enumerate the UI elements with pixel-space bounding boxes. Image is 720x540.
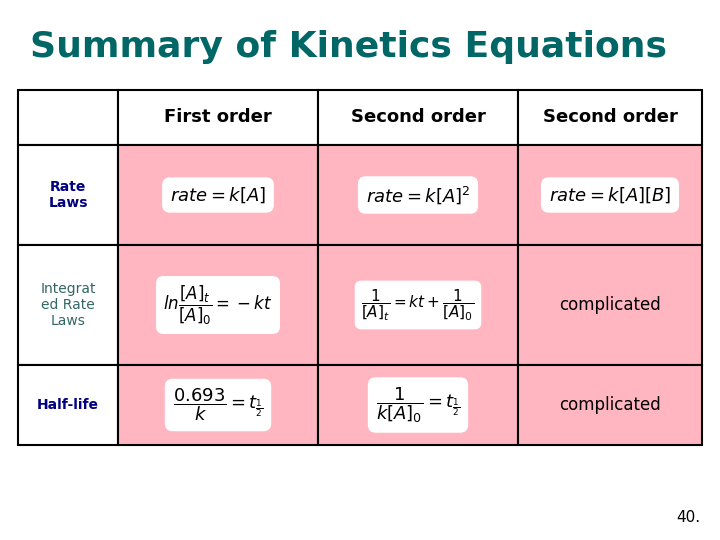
Bar (18, 145, 118, 245)
Bar (518, 245, 702, 365)
Bar (18, 90, 118, 145)
Text: Summary of Kinetics Equations: Summary of Kinetics Equations (30, 30, 667, 64)
Text: $ln\dfrac{[A]_t}{[A]_0} = -kt$: $ln\dfrac{[A]_t}{[A]_0} = -kt$ (163, 284, 273, 327)
Text: 40.: 40. (676, 510, 700, 525)
Bar (18, 245, 118, 365)
Text: Second order: Second order (543, 109, 678, 126)
Text: complicated: complicated (559, 396, 661, 414)
Bar (518, 365, 702, 445)
Text: $\dfrac{0.693}{k} = t_{\frac{1}{2}}$: $\dfrac{0.693}{k} = t_{\frac{1}{2}}$ (173, 387, 264, 423)
Bar (18, 365, 118, 445)
Text: $\dfrac{1}{k[A]_0} = t_{\frac{1}{2}}$: $\dfrac{1}{k[A]_0} = t_{\frac{1}{2}}$ (376, 385, 460, 425)
Bar (118, 90, 318, 145)
Bar (518, 145, 702, 245)
Bar (318, 90, 518, 145)
Bar (318, 245, 518, 365)
Text: $rate = k[A][B]$: $rate = k[A][B]$ (549, 185, 671, 205)
Bar (118, 365, 318, 445)
Text: Second order: Second order (351, 109, 485, 126)
Text: $rate = k[A]^2$: $rate = k[A]^2$ (366, 184, 470, 206)
Text: $rate = k[A]$: $rate = k[A]$ (170, 185, 266, 205)
Text: $\dfrac{1}{[A]_t} = kt + \dfrac{1}{[A]_0}$: $\dfrac{1}{[A]_t} = kt + \dfrac{1}{[A]_0… (361, 287, 474, 322)
Bar (118, 145, 318, 245)
Text: First order: First order (164, 109, 272, 126)
Bar (518, 90, 702, 145)
Text: Rate
Laws: Rate Laws (48, 180, 88, 210)
Bar (118, 245, 318, 365)
Text: Integrat
ed Rate
Laws: Integrat ed Rate Laws (40, 282, 96, 328)
Text: complicated: complicated (559, 296, 661, 314)
Bar (318, 365, 518, 445)
Text: Half-life: Half-life (37, 398, 99, 412)
Bar (318, 145, 518, 245)
